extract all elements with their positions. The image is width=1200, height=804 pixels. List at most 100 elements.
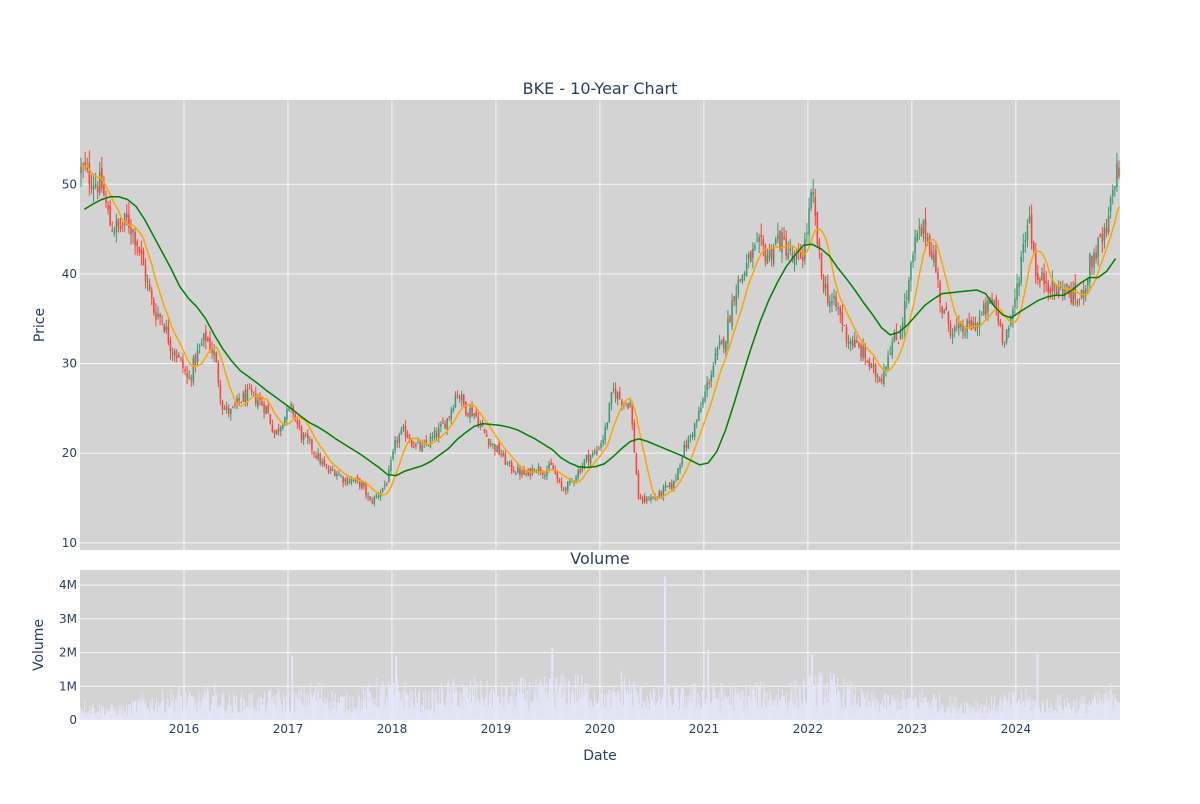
candle-down-body [1049, 289, 1052, 294]
volume-bar [952, 706, 954, 720]
volume-bar [721, 684, 723, 720]
volume-bar [891, 694, 893, 720]
volume-bar [317, 690, 319, 720]
candle-up-body [508, 462, 511, 464]
volume-bar [653, 688, 655, 720]
volume-bar [105, 713, 106, 720]
volume-bar [996, 706, 998, 720]
volume-bar [195, 698, 197, 720]
volume-bar [983, 705, 985, 720]
volume-bar [231, 712, 233, 720]
candle-up-body [338, 474, 340, 476]
candle-down-body [770, 249, 773, 260]
volume-bar [179, 696, 181, 720]
volume-bar [555, 678, 557, 720]
candle-down-body [209, 337, 211, 351]
volume-bar [120, 705, 122, 720]
volume-bar [301, 703, 303, 720]
volume-bar [563, 693, 565, 720]
volume-bar [1008, 691, 1010, 720]
candle-up-body [415, 443, 417, 446]
volume-bar [975, 700, 977, 720]
candle-up-body [675, 478, 677, 480]
volume-bar [659, 697, 661, 720]
volume-bar [350, 711, 352, 720]
volume-bar [623, 676, 625, 720]
volume-bar [238, 713, 240, 720]
volume-bar [1067, 697, 1068, 720]
volume-bar [741, 688, 743, 720]
volume-bar [619, 701, 621, 720]
volume-bar [252, 705, 254, 720]
volume-bar [873, 692, 875, 720]
volume-bar [543, 677, 545, 720]
candle-down-body [895, 331, 898, 340]
candle-down-body [105, 199, 107, 204]
volume-bar [867, 691, 869, 720]
volume-bar [165, 711, 167, 720]
volume-bar [957, 706, 959, 720]
volume-bar [276, 693, 278, 720]
volume-bar [349, 695, 351, 720]
candle-up-body [178, 354, 180, 357]
volume-bar [151, 698, 153, 720]
volume-bar [213, 696, 215, 720]
candle-down-body [442, 422, 444, 424]
candle-up-body [922, 220, 925, 234]
candle-down-body [244, 390, 247, 403]
candle-down-body [180, 357, 182, 359]
volume-bar [454, 692, 456, 720]
candle-up-body [225, 406, 228, 410]
candle-up-body [417, 441, 419, 443]
candle-up-body [479, 424, 482, 426]
volume-bar [118, 704, 120, 720]
volume-bars [80, 576, 1120, 720]
volume-bar [854, 685, 856, 720]
volume-bar [717, 699, 719, 720]
candle-down-body [897, 342, 900, 344]
candle-down-body [635, 453, 638, 475]
candle-up-body [951, 334, 954, 337]
volume-bar [436, 702, 438, 720]
volume-bar [634, 682, 636, 720]
candle-up-body [964, 333, 966, 336]
candle-down-body [88, 162, 91, 184]
volume-bar [748, 695, 750, 720]
volume-bar [460, 693, 462, 720]
volume-bar [427, 709, 429, 720]
volume-bar [852, 707, 854, 720]
volume-bar [429, 710, 431, 720]
volume-bar [303, 685, 305, 720]
volume-bar [271, 699, 273, 720]
candle-up-body [810, 192, 812, 209]
volume-bar [651, 695, 652, 720]
candle-up-body [625, 402, 627, 404]
volume-bar [115, 706, 117, 720]
volume-bar [1070, 707, 1072, 720]
volume-bar [187, 699, 189, 720]
volume-bar [823, 697, 825, 720]
volume-bar [353, 708, 355, 720]
volume-bar [1099, 694, 1101, 720]
volume-bar [647, 701, 649, 720]
candle-down-body [296, 420, 299, 424]
x-tick-label: 2019 [481, 722, 512, 736]
volume-bar [269, 690, 271, 720]
candle-up-body [381, 487, 384, 492]
volume-bar [1084, 703, 1086, 720]
volume-bar [711, 702, 713, 720]
candle-up-body [279, 426, 282, 432]
volume-bar [606, 693, 608, 720]
candle-up-body [352, 479, 355, 481]
volume-bar [1090, 704, 1092, 720]
volume-bar [157, 711, 158, 720]
candle-up-body [914, 237, 916, 254]
candle-up-body [658, 491, 661, 498]
volume-bar [1069, 703, 1071, 720]
candle-up-body [847, 341, 850, 344]
candle-up-body [1089, 253, 1091, 283]
volume-bar [640, 685, 642, 720]
volume-bar [998, 705, 1000, 720]
